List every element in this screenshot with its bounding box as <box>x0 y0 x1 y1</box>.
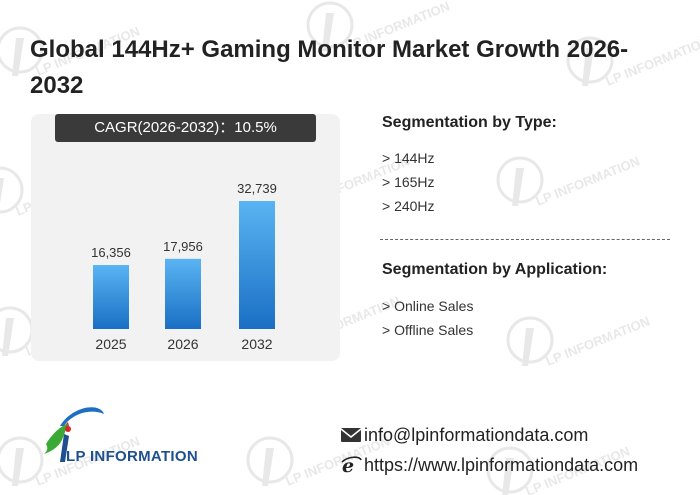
logo-text: LP INFORMATION <box>66 448 198 465</box>
segmentation-type: Segmentation by Type: 144Hz 165Hz 240Hz <box>382 114 557 218</box>
website-text: https://www.lpinformationdata.com <box>364 455 639 475</box>
segmentation-application: Segmentation by Application: Online Sale… <box>382 261 607 342</box>
envelope-icon <box>340 428 362 442</box>
type-item: 144Hz <box>382 146 557 170</box>
contact-website: e https://www.lpinformationdata.com <box>340 453 638 477</box>
email-text: info@lpinformationdata.com <box>364 425 589 445</box>
internet-explorer-icon: e <box>341 456 362 474</box>
segmentation-type-title: Segmentation by Type: <box>382 114 557 131</box>
page-title: Global 144Hz+ Gaming Monitor Market Grow… <box>30 36 629 99</box>
lp-logo-icon <box>44 407 104 462</box>
type-item: 240Hz <box>382 194 557 218</box>
application-item: Offline Sales <box>382 318 607 342</box>
chart-panel <box>31 114 340 361</box>
contact-email: info@lpinformationdata.com <box>340 423 588 447</box>
type-item: 165Hz <box>382 170 557 194</box>
cagr-badge: CAGR(2026-2032)：10.5% <box>55 114 316 142</box>
application-item: Online Sales <box>382 294 607 318</box>
segmentation-application-title: Segmentation by Application: <box>382 261 608 278</box>
section-divider <box>380 239 670 240</box>
